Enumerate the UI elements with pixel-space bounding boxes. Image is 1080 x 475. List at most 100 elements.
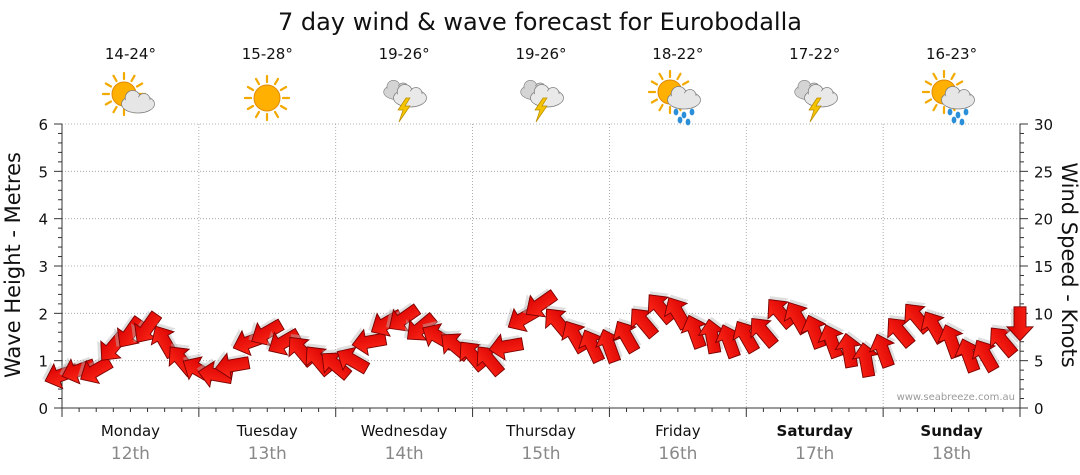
wind-arrow	[476, 343, 506, 378]
chart-title: 7 day wind & wave forecast for Eurobodal…	[278, 8, 802, 36]
wind-arrow	[1004, 306, 1035, 343]
wind-arrow-body	[817, 324, 844, 360]
wind-arrow-body	[476, 346, 506, 378]
wind-arrow-body	[116, 315, 146, 348]
wind-arrow	[578, 327, 607, 365]
wind-arrow-body	[578, 329, 606, 365]
wind-arrow-body	[868, 333, 896, 369]
wind-arrow-body	[750, 317, 779, 350]
wind-arrow-body	[268, 327, 302, 356]
y-left-tick-label: 2	[38, 305, 48, 323]
wind-arrow	[336, 343, 371, 375]
day-label: Thursday	[505, 422, 576, 440]
date-label: 12th	[111, 444, 150, 464]
temperature-label: 17-22°	[789, 45, 840, 63]
y-left-tick-label: 6	[38, 116, 48, 134]
wind-arrow-body	[732, 320, 761, 355]
y-left-tick-label: 1	[38, 353, 48, 371]
sunny-icon	[237, 70, 297, 126]
wind-arrow	[130, 310, 163, 343]
wind-arrow	[486, 331, 525, 361]
date-label: 18th	[932, 444, 971, 464]
day-label: Sunday	[920, 422, 983, 440]
thunderstorm-icon	[511, 70, 571, 126]
wind-arrow	[522, 288, 559, 318]
thunderstorm-icon	[374, 70, 434, 126]
wind-arrow	[349, 327, 388, 357]
temperature-label: 19-26°	[515, 45, 566, 63]
y-right-tick-label: 0	[1034, 400, 1044, 418]
y-right-tick-label: 25	[1034, 163, 1053, 181]
wind-arrows	[42, 288, 1035, 390]
date-label: 16th	[658, 444, 697, 464]
y-right-tick-label: 30	[1034, 116, 1053, 134]
sun-cloud-rain-icon	[647, 69, 708, 126]
wind-arrow-body	[612, 320, 641, 355]
y-right-tick-label: 5	[1034, 353, 1044, 371]
wind-arrow	[404, 311, 438, 341]
wind-arrow	[989, 324, 1019, 359]
wind-arrow-body	[989, 327, 1019, 359]
y-right-tick-label: 20	[1034, 211, 1053, 229]
wind-arrow-body	[406, 312, 438, 341]
day-label: Friday	[655, 422, 701, 440]
wind-arrow-body	[134, 310, 163, 343]
watermark: www.seabreeze.com.au	[897, 392, 1015, 403]
sun-cloud-rain-icon	[921, 69, 982, 126]
temperature-label: 19-26°	[379, 45, 430, 63]
wind-arrow-body	[388, 303, 422, 332]
date-label: 13th	[248, 444, 287, 464]
wind-arrow	[386, 302, 422, 332]
wind-arrow-body	[697, 318, 726, 355]
wind-arrow	[212, 350, 251, 380]
temperature-label: 15-28°	[242, 45, 293, 63]
wind-arrow-body	[488, 333, 525, 361]
day-label: Wednesday	[361, 422, 448, 440]
wind-arrow-body	[321, 352, 353, 381]
wind-arrow	[954, 336, 982, 374]
wind-arrow	[265, 326, 302, 356]
temperature-label: 16-23°	[926, 45, 977, 63]
y-left-label: Wave Height - Metres	[1, 152, 25, 378]
wind-arrow-body	[1005, 306, 1035, 342]
wind-arrow	[196, 358, 234, 389]
wind-arrow-body	[251, 318, 285, 347]
y-left-tick-label: 5	[38, 163, 48, 181]
wind-arrow	[887, 315, 917, 350]
y-right-label: Wind Speed - Knots	[1057, 162, 1080, 367]
y-right-tick-label: 15	[1034, 258, 1053, 276]
thunderstorm-icon	[785, 70, 845, 126]
wind-arrow-body	[954, 338, 981, 374]
wind-arrow-body	[630, 308, 660, 340]
wind-arrow-body	[680, 314, 707, 350]
wind-arrow	[248, 317, 285, 347]
wind-arrow	[971, 337, 1001, 374]
date-label: 15th	[521, 444, 560, 464]
temperature-label: 14-24°	[105, 45, 156, 63]
y-right-tick-label: 10	[1034, 305, 1053, 323]
date-label: 17th	[795, 444, 834, 464]
wind-arrow	[697, 316, 727, 355]
y-left-tick-label: 3	[38, 258, 48, 276]
y-left-tick-label: 4	[38, 211, 48, 229]
date-label: 14th	[385, 444, 424, 464]
chart-axes	[54, 123, 1028, 417]
wind-arrow-body	[525, 289, 559, 318]
wind-arrow	[868, 331, 897, 369]
wind-arrow	[612, 318, 642, 355]
y-left-tick-label: 0	[38, 400, 48, 418]
sun-cloud-icon	[100, 70, 160, 126]
wind-arrow	[750, 315, 780, 350]
day-label: Saturday	[777, 422, 854, 440]
wind-arrow	[321, 349, 353, 381]
wind-arrow-body	[834, 332, 863, 369]
axis-labels: 0 1 2 3 4 5 6 0 5 10 15 20 25 30 Monday 12th 14-24° Tuesd…	[38, 45, 1053, 464]
wind-arrow-body	[887, 317, 916, 350]
wind-arrow	[630, 305, 660, 340]
wind-arrow-body	[336, 346, 371, 375]
wind-arrow	[680, 312, 709, 350]
wind-arrow-body	[214, 352, 251, 380]
day-label: Tuesday	[236, 422, 298, 440]
wind-arrow	[732, 318, 762, 355]
